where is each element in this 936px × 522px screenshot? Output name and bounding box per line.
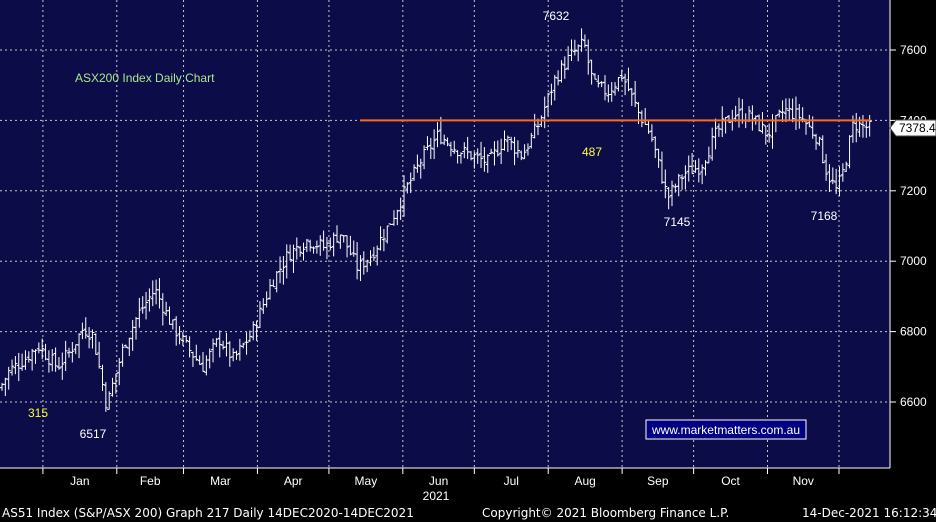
year-label: 2021: [423, 489, 450, 503]
plot-area: [0, 0, 890, 468]
annotation-label: 7632: [543, 9, 570, 23]
footer: AS51 Index (S&P/ASX 200) Graph 217 Daily…: [0, 503, 936, 522]
watermark-link[interactable]: www.marketmatters.com.au: [651, 423, 800, 437]
annotation-label: 487: [582, 145, 602, 159]
y-axis: 6600680070007200740076007378.4: [889, 0, 936, 468]
annotation-label: 315: [28, 406, 48, 420]
annotation-label: 7168: [811, 209, 838, 223]
footer-timestamp: 14-Dec-2021 16:12:34: [802, 506, 936, 520]
footer-copyright: Copyright© 2021 Bloomberg Finance L.P.: [482, 506, 730, 520]
annotation-label: 6517: [80, 427, 107, 441]
footer-security-info: AS51 Index (S&P/ASX 200) Graph 217 Daily…: [2, 506, 414, 520]
y-tick-label: 7600: [900, 43, 927, 57]
x-axis: Jan Feb Mar Apr May Jun Jul Aug Sep Oct Nov: [0, 467, 890, 488]
chart-title: ASX200 Index Daily Chart: [75, 71, 215, 85]
x-tick-label: Feb: [140, 474, 161, 488]
annotation-label: 7145: [664, 215, 691, 229]
x-tick-label: Jan: [70, 474, 89, 488]
price-bars: [0, 28, 872, 412]
annotations: 7632 6517 7145 7168 315 487: [28, 9, 838, 441]
grid-lines: [0, 0, 890, 468]
y-tick-label: 6600: [900, 395, 927, 409]
x-tick-label: Aug: [574, 474, 595, 488]
x-tick-label: May: [355, 474, 378, 488]
x-tick-label: Apr: [284, 474, 303, 488]
x-tick-label: Jul: [504, 474, 519, 488]
x-tick-label: Oct: [721, 474, 740, 488]
x-tick-label: Mar: [210, 474, 231, 488]
x-tick-label: Sep: [647, 474, 669, 488]
watermark-box: [645, 419, 807, 440]
last-price-tag: [889, 119, 936, 137]
x-tick-label: Nov: [793, 474, 814, 488]
last-price-label: 7378.4: [899, 121, 936, 135]
y-tick-label: 7200: [900, 184, 927, 198]
y-tick-label: 7000: [900, 254, 927, 268]
y-tick-label: 6800: [900, 325, 927, 339]
x-tick-label: Jun: [429, 474, 448, 488]
